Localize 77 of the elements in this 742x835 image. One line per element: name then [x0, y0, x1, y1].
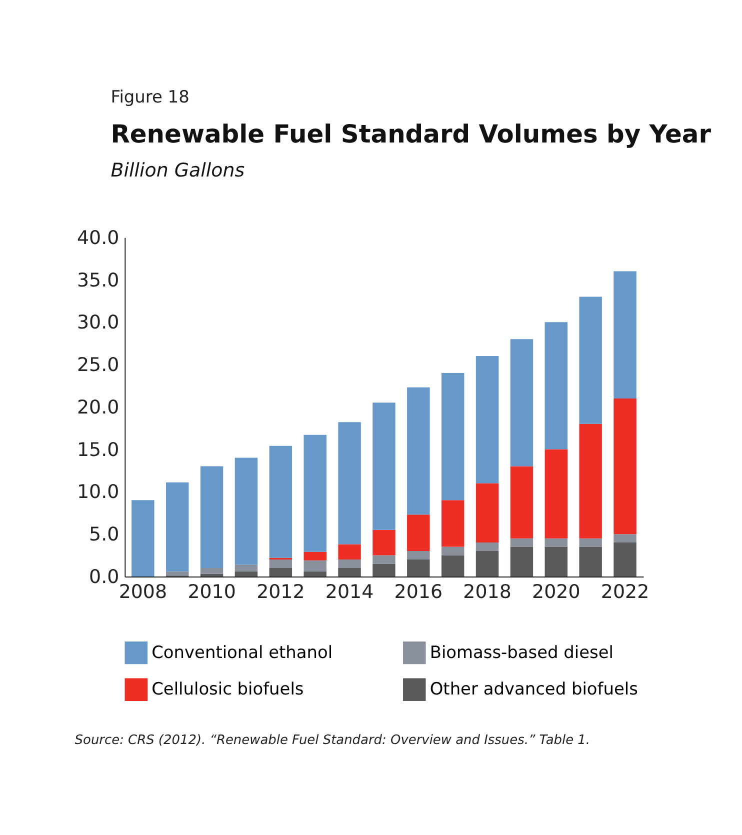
bar [510, 546, 534, 576]
y-tick-label: 25.0 [77, 354, 120, 376]
bar [476, 551, 499, 576]
bar [579, 424, 602, 538]
bar [407, 560, 430, 576]
y-tick-label: 20.0 [77, 396, 120, 418]
bar [510, 339, 534, 466]
chart-subtitle: Billion Gallons [110, 160, 245, 182]
bar [579, 538, 602, 547]
bar [510, 538, 534, 547]
bar [234, 458, 258, 565]
chart-title: Renewable Fuel Standard Volumes by Year [110, 120, 712, 149]
y-tick-label: 35.0 [77, 269, 120, 292]
legend-label: Conventional ethanol [152, 642, 333, 662]
bar [441, 500, 464, 547]
bar [544, 546, 568, 576]
legend-label: Other advanced biofuels [430, 678, 638, 699]
x-tick-label: 2016 [394, 580, 442, 603]
y-tick-label: 5.0 [89, 524, 120, 546]
bar [338, 560, 361, 568]
bar [200, 466, 224, 568]
bar [372, 555, 396, 564]
bar [441, 373, 464, 500]
bar [614, 398, 636, 534]
x-tick-label: 2010 [188, 580, 236, 603]
bar [441, 546, 464, 556]
bar [304, 434, 326, 552]
bar [407, 514, 430, 552]
bar [338, 568, 361, 576]
x-tick-label: 2008 [118, 580, 168, 603]
y-tick-label: 10.0 [77, 481, 120, 504]
y-tick-label: 0.0 [89, 566, 120, 588]
bar [269, 560, 292, 568]
legend-label: Cellulosic biofuels [152, 678, 304, 699]
caption: Figure 18 [110, 86, 190, 107]
bar [304, 571, 326, 576]
x-tick-label: 2022 [600, 580, 650, 603]
bar [200, 568, 224, 574]
bar [544, 538, 568, 547]
x-tick-label: 2018 [463, 580, 512, 603]
bar [166, 571, 189, 576]
bar [166, 482, 189, 572]
bar [269, 568, 292, 576]
x-tick-label: 2020 [532, 580, 580, 603]
bar [614, 542, 636, 576]
source-note: Source: CRS (2012). “Renewable Fuel Standard: Overview and Issues.” Table 1. [74, 733, 590, 748]
bar [200, 574, 224, 576]
bar [372, 564, 396, 576]
y-tick-label: 40.0 [77, 226, 120, 249]
bar [614, 271, 636, 398]
bar [407, 551, 430, 560]
bar [269, 446, 292, 558]
bar [234, 564, 258, 572]
bar [614, 534, 636, 543]
bar [132, 500, 154, 576]
bar [476, 483, 499, 543]
bar [544, 322, 568, 450]
bar [510, 466, 534, 538]
bar [372, 530, 396, 556]
bar [372, 402, 396, 530]
x-tick-label: 2014 [325, 580, 374, 603]
legend-label: Biomass-based diesel [430, 642, 614, 662]
bar [338, 422, 361, 544]
bar [304, 552, 326, 560]
bar [304, 560, 326, 572]
y-tick-label: 15.0 [77, 438, 120, 461]
bar [441, 555, 464, 576]
bar [579, 296, 602, 424]
bar [544, 449, 568, 538]
bar [338, 544, 361, 560]
bar [579, 546, 602, 576]
bar [476, 542, 499, 552]
y-tick-label: 30.0 [77, 312, 120, 334]
bar [407, 387, 430, 515]
bar [476, 356, 499, 484]
bar [234, 571, 258, 576]
x-tick-label: 2012 [256, 580, 305, 603]
